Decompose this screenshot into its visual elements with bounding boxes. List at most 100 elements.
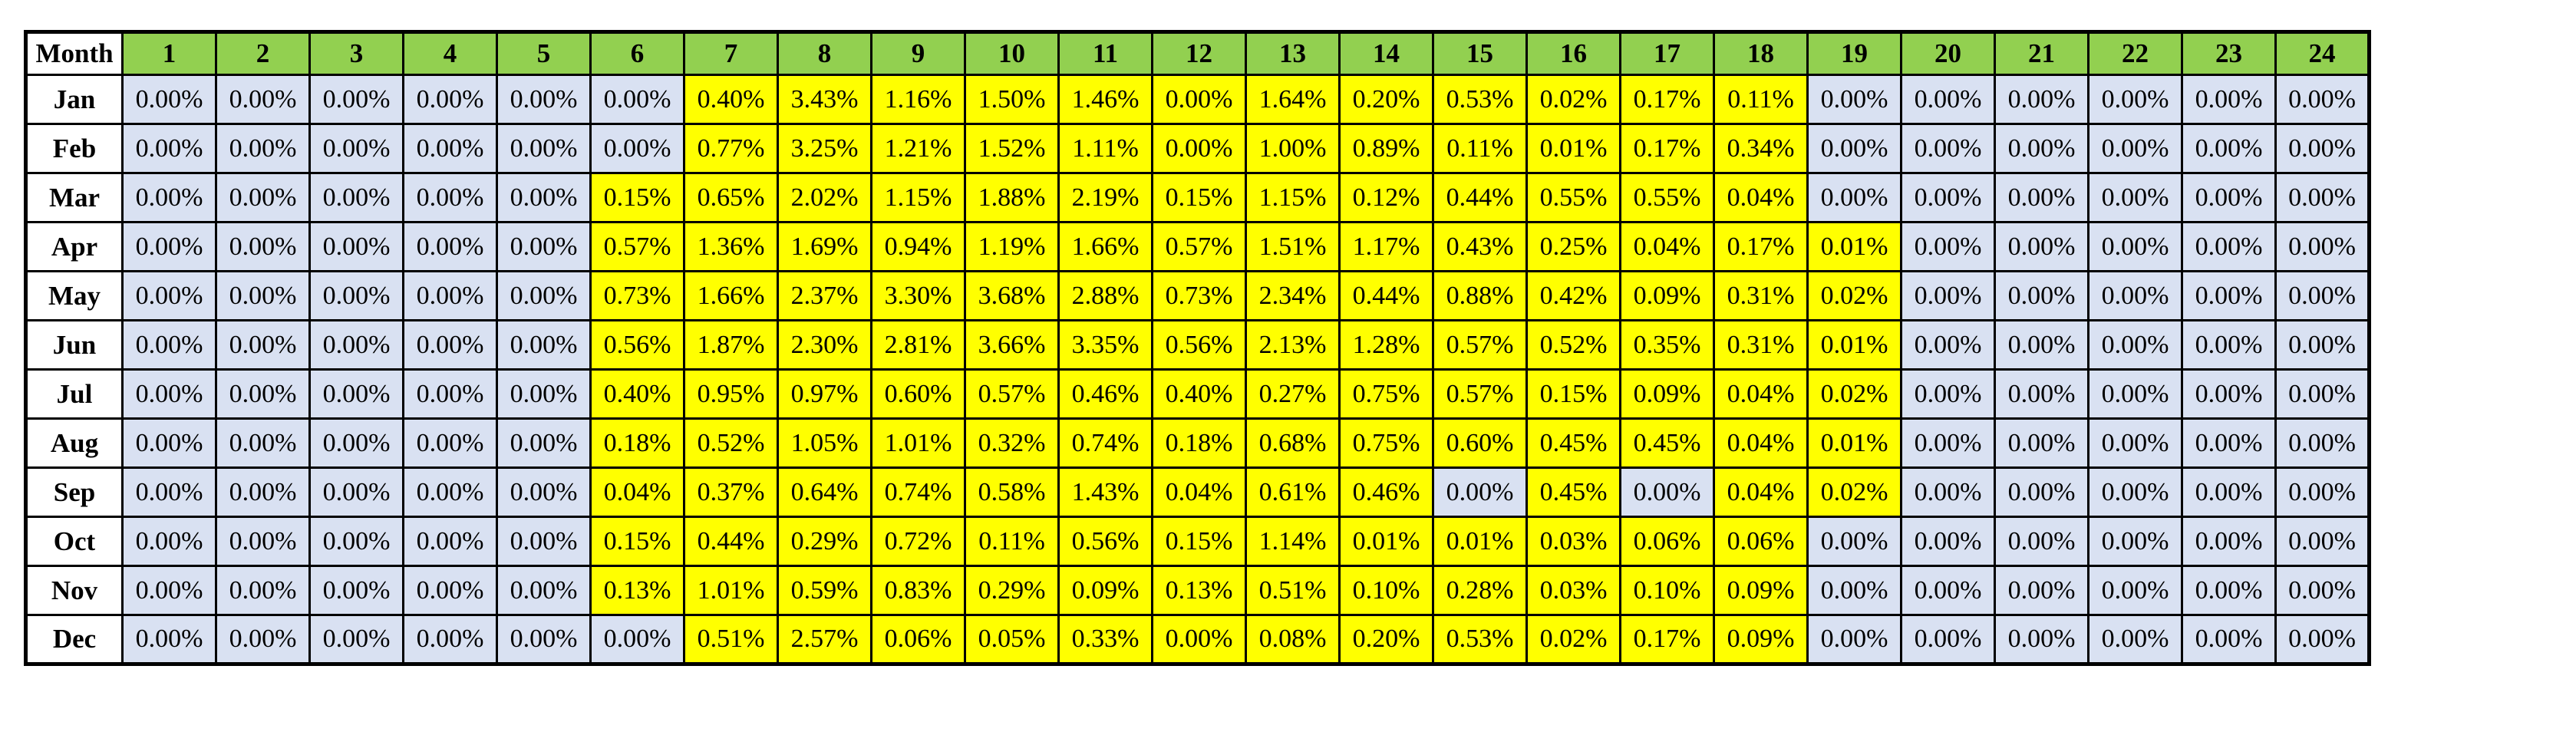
- value-cell: 0.00%: [121, 417, 217, 469]
- value-cell: 0.03%: [1525, 516, 1621, 567]
- value-cell: 0.11%: [1432, 123, 1528, 174]
- value-cell: 0.00%: [402, 417, 498, 469]
- value-cell: 0.15%: [589, 516, 685, 567]
- value-cell: 0.06%: [1713, 516, 1809, 567]
- value-cell: 0.55%: [1619, 172, 1715, 223]
- value-cell: 0.01%: [1806, 221, 1902, 272]
- value-cell: 0.46%: [1338, 466, 1434, 518]
- value-cell: 0.09%: [1619, 368, 1715, 420]
- value-cell: 0.00%: [121, 368, 217, 420]
- value-cell: 0.00%: [121, 319, 217, 371]
- hour-header: 9: [870, 31, 966, 76]
- value-cell: 0.57%: [1432, 319, 1528, 371]
- value-cell: 0.00%: [1900, 417, 1996, 469]
- value-cell: 0.13%: [1151, 565, 1247, 616]
- value-cell: 0.00%: [2274, 614, 2370, 665]
- value-cell: 0.09%: [1619, 270, 1715, 321]
- value-cell: 0.00%: [308, 565, 404, 616]
- value-cell: 0.40%: [1151, 368, 1247, 420]
- month-label: Dec: [25, 614, 124, 665]
- value-cell: 0.00%: [121, 123, 217, 174]
- month-label: Jun: [25, 319, 124, 371]
- value-cell: 0.51%: [683, 614, 779, 665]
- value-cell: 0.00%: [308, 172, 404, 223]
- value-cell: 0.01%: [1806, 319, 1902, 371]
- value-cell: 0.00%: [496, 565, 592, 616]
- hour-header: 24: [2274, 31, 2370, 76]
- value-cell: 0.00%: [2274, 319, 2370, 371]
- value-cell: 1.01%: [870, 417, 966, 469]
- value-cell: 1.17%: [1338, 221, 1434, 272]
- value-cell: 2.34%: [1245, 270, 1341, 321]
- hour-header: 19: [1806, 31, 1902, 76]
- value-cell: 0.00%: [1619, 466, 1715, 518]
- value-cell: 0.74%: [870, 466, 966, 518]
- month-label: Oct: [25, 516, 124, 567]
- value-cell: 1.66%: [683, 270, 779, 321]
- value-cell: 1.64%: [1245, 74, 1341, 125]
- month-label: Mar: [25, 172, 124, 223]
- value-cell: 0.56%: [1151, 319, 1247, 371]
- value-cell: 0.02%: [1525, 614, 1621, 665]
- value-cell: 0.00%: [1994, 417, 2089, 469]
- value-cell: 0.00%: [1806, 565, 1902, 616]
- value-cell: 0.00%: [1994, 516, 2089, 567]
- value-cell: 0.58%: [964, 466, 1060, 518]
- value-cell: 0.00%: [121, 221, 217, 272]
- hour-header: 20: [1900, 31, 1996, 76]
- value-cell: 2.30%: [777, 319, 872, 371]
- value-cell: 0.15%: [589, 172, 685, 223]
- value-cell: 0.00%: [215, 123, 311, 174]
- value-cell: 0.27%: [1245, 368, 1341, 420]
- month-label: Jan: [25, 74, 124, 125]
- value-cell: 3.35%: [1057, 319, 1153, 371]
- value-cell: 0.17%: [1619, 123, 1715, 174]
- value-cell: 0.64%: [777, 466, 872, 518]
- value-cell: 0.00%: [1151, 614, 1247, 665]
- value-cell: 0.00%: [215, 614, 311, 665]
- value-cell: 0.08%: [1245, 614, 1341, 665]
- table-row: Mar 0.00% 0.00% 0.00% 0.00% 0.00% 0.15% 0.65% 2.…: [25, 172, 2370, 223]
- value-cell: 0.06%: [870, 614, 966, 665]
- table-row: May 0.00% 0.00% 0.00% 0.00% 0.00% 0.73% 1.66% 2.…: [25, 270, 2370, 321]
- value-cell: 0.57%: [1151, 221, 1247, 272]
- value-cell: 0.00%: [308, 270, 404, 321]
- value-cell: 0.11%: [964, 516, 1060, 567]
- value-cell: 2.88%: [1057, 270, 1153, 321]
- value-cell: 1.01%: [683, 565, 779, 616]
- value-cell: 0.02%: [1525, 74, 1621, 125]
- month-label: Sep: [25, 466, 124, 518]
- value-cell: 0.00%: [2274, 123, 2370, 174]
- value-cell: 1.69%: [777, 221, 872, 272]
- value-cell: 0.00%: [496, 74, 592, 125]
- value-cell: 0.00%: [2087, 417, 2183, 469]
- value-cell: 0.44%: [683, 516, 779, 567]
- value-cell: 0.95%: [683, 368, 779, 420]
- hourly-month-table: Month 1 2 3 4 5 6 7 8 9 10 11 12 13 14 15 16 17 18 19 20 21 22…: [24, 30, 2371, 666]
- value-cell: 0.00%: [215, 270, 311, 321]
- value-cell: 0.04%: [1713, 466, 1809, 518]
- hour-header: 14: [1338, 31, 1434, 76]
- value-cell: 0.00%: [1806, 516, 1902, 567]
- value-cell: 0.00%: [2274, 368, 2370, 420]
- value-cell: 0.00%: [121, 565, 217, 616]
- value-cell: 1.14%: [1245, 516, 1341, 567]
- value-cell: 0.40%: [683, 74, 779, 125]
- value-cell: 0.09%: [1713, 614, 1809, 665]
- hour-header: 13: [1245, 31, 1341, 76]
- value-cell: 0.40%: [589, 368, 685, 420]
- value-cell: 0.74%: [1057, 417, 1153, 469]
- value-cell: 0.00%: [402, 466, 498, 518]
- value-cell: 0.15%: [1151, 516, 1247, 567]
- value-cell: 0.10%: [1338, 565, 1434, 616]
- value-cell: 0.57%: [589, 221, 685, 272]
- value-cell: 3.66%: [964, 319, 1060, 371]
- value-cell: 0.00%: [2087, 319, 2183, 371]
- value-cell: 0.00%: [2087, 172, 2183, 223]
- value-cell: 0.56%: [589, 319, 685, 371]
- value-cell: 0.56%: [1057, 516, 1153, 567]
- value-cell: 0.00%: [2274, 516, 2370, 567]
- value-cell: 0.00%: [2181, 417, 2277, 469]
- value-cell: 0.00%: [589, 123, 685, 174]
- value-cell: 0.29%: [964, 565, 1060, 616]
